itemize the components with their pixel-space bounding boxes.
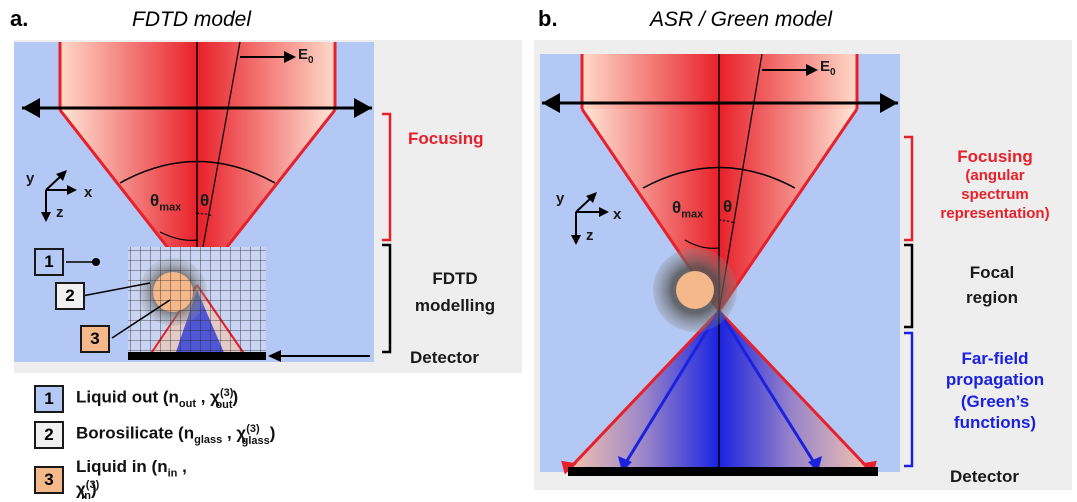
- inner-liquid-b: [676, 271, 714, 309]
- axis-y-label-b: y: [556, 190, 565, 207]
- e0-label-b: E0: [820, 58, 836, 78]
- detector-label-a: Detector: [410, 348, 479, 367]
- detector-bar-b: [568, 467, 878, 476]
- legend: 1 Liquid out (nout , χ(3)out) 2 Borosili…: [34, 385, 275, 502]
- callout-box-1: 1: [34, 248, 64, 276]
- callout-box-3: 3: [80, 325, 110, 353]
- e0-label-a: E0: [298, 46, 314, 66]
- focusing-bracket-b: [904, 135, 914, 242]
- legend-swatch-2: 2: [34, 421, 64, 449]
- legend-label-2: Borosilicate (nglass , χ(3)glass): [76, 423, 276, 447]
- theta-label-b: θ: [723, 197, 733, 216]
- axis-x-label-a: x: [84, 184, 93, 201]
- legend-item-2: 2 Borosilicate (nglass , χ(3)glass): [34, 421, 275, 449]
- axis-x-label-b: x: [613, 206, 622, 223]
- theta-max-label-a: θmax: [150, 191, 182, 214]
- legend-label-3: Liquid in (nin , χ(3)in): [76, 457, 187, 502]
- focusing-label-a: Focusing: [408, 129, 484, 148]
- farfield-bracket: [904, 331, 914, 468]
- axis-y-label-a: y: [26, 170, 35, 187]
- detector-bar-a: [128, 352, 266, 360]
- focusing-bracket-a: [382, 112, 392, 242]
- detector-label-b: Detector: [950, 467, 1019, 486]
- fdtd-label: FDTD modelling: [414, 269, 496, 316]
- panel-b-title: ASR / Green model: [650, 8, 833, 31]
- panel-a-letter: a.: [10, 6, 29, 31]
- axis-z-label-b: z: [586, 227, 594, 244]
- theta-max-label-b: θmax: [672, 198, 704, 221]
- legend-item-1: 1 Liquid out (nout , χ(3)out): [34, 385, 275, 413]
- panel-b-diagram: [534, 40, 1072, 490]
- callout-box-2: 2: [55, 282, 85, 310]
- panel-a-title: FDTD model: [132, 8, 252, 31]
- theta-label-a: θ: [200, 191, 210, 210]
- axis-z-label-a: z: [56, 204, 64, 221]
- focal-bracket: [904, 243, 914, 329]
- fdtd-grid: [128, 247, 266, 355]
- panel-a-diagram: [14, 40, 522, 373]
- farfield-label: Far-field propagation (Green’s functions…: [945, 349, 1045, 432]
- legend-swatch-1: 1: [34, 385, 64, 413]
- panel-b-letter: b.: [538, 6, 558, 31]
- legend-swatch-3: 3: [34, 465, 64, 494]
- focal-region-label: Focal region: [966, 263, 1018, 308]
- fdtd-bracket: [382, 243, 392, 354]
- focusing-label-b: Focusing (angular spectrum representatio…: [940, 147, 1050, 222]
- legend-item-3: 3 Liquid in (nin , χ(3)in): [34, 457, 275, 502]
- legend-label-1: Liquid out (nout , χ(3)out): [76, 387, 239, 411]
